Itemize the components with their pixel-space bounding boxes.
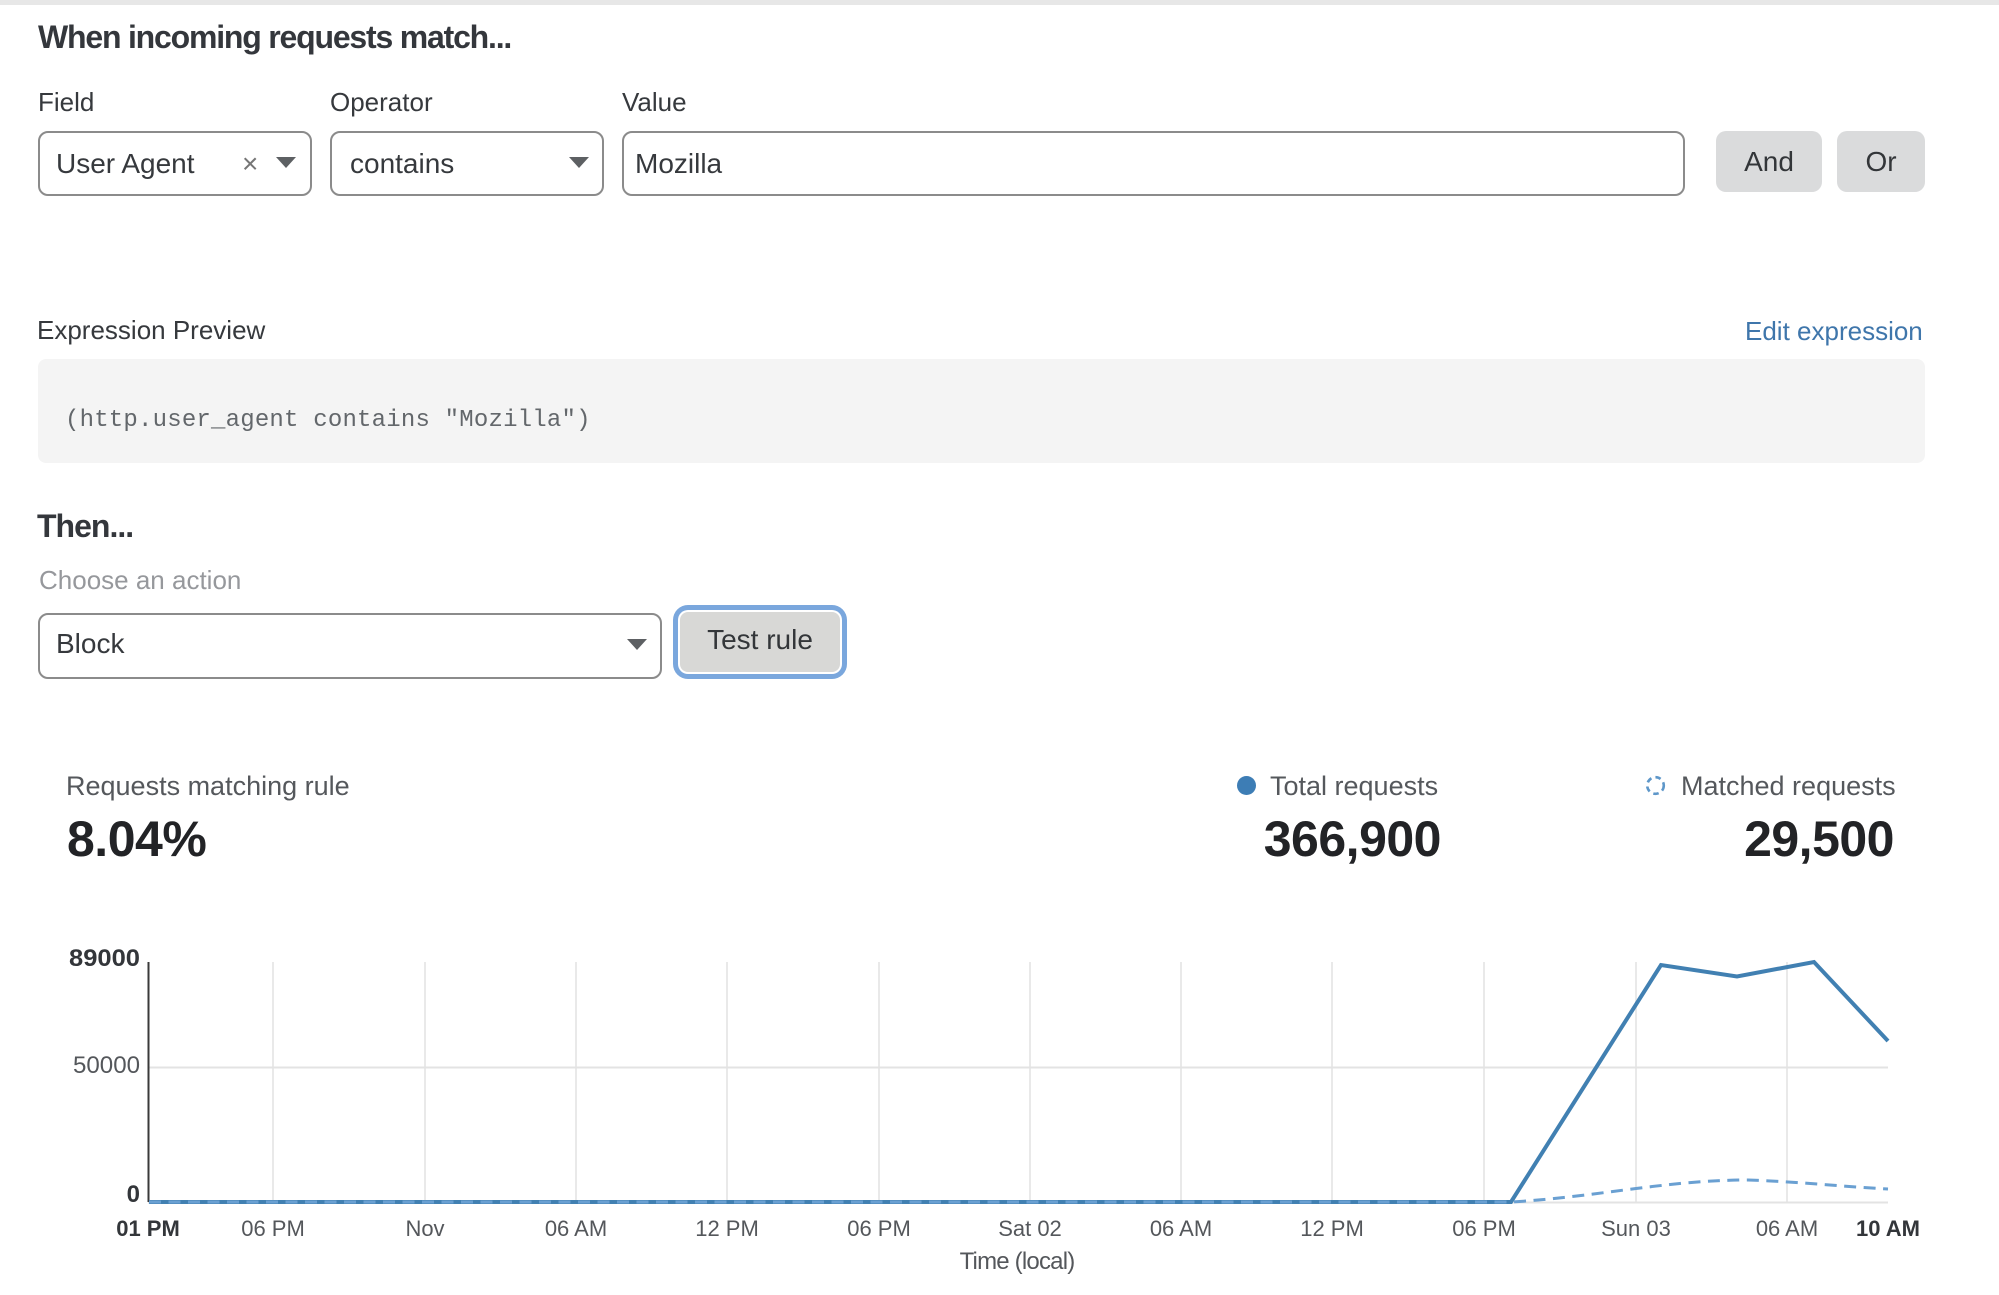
svg-text:01 PM: 01 PM xyxy=(116,1216,180,1241)
svg-text:06 AM: 06 AM xyxy=(1756,1216,1818,1241)
svg-text:0: 0 xyxy=(127,1181,140,1208)
svg-text:06 PM: 06 PM xyxy=(241,1216,305,1241)
svg-text:Nov: Nov xyxy=(405,1216,444,1241)
svg-text:Sat 02: Sat 02 xyxy=(998,1216,1062,1241)
svg-text:06 PM: 06 PM xyxy=(1452,1216,1516,1241)
svg-text:Sun 03: Sun 03 xyxy=(1601,1216,1671,1241)
svg-text:12 PM: 12 PM xyxy=(1300,1216,1364,1241)
svg-text:10 AM: 10 AM xyxy=(1856,1216,1920,1241)
svg-text:06 AM: 06 AM xyxy=(1150,1216,1212,1241)
svg-text:12 PM: 12 PM xyxy=(695,1216,759,1241)
svg-text:06 AM: 06 AM xyxy=(545,1216,607,1241)
svg-text:Time (local): Time (local) xyxy=(960,1248,1075,1275)
svg-text:06 PM: 06 PM xyxy=(847,1216,911,1241)
svg-text:50000: 50000 xyxy=(73,1052,140,1079)
svg-text:89000: 89000 xyxy=(69,945,140,972)
